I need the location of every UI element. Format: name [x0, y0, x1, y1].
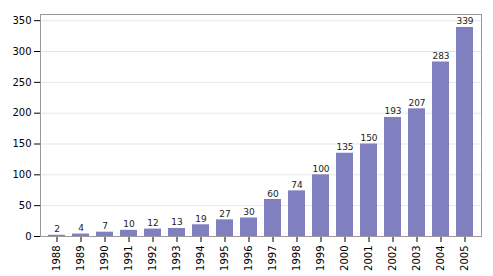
svg-text:1990: 1990 — [99, 246, 110, 271]
svg-text:2001: 2001 — [363, 246, 374, 271]
svg-text:1994: 1994 — [195, 246, 206, 271]
svg-text:193: 193 — [384, 106, 401, 116]
svg-text:4: 4 — [78, 223, 84, 233]
svg-text:100: 100 — [12, 169, 31, 180]
svg-text:200: 200 — [12, 107, 31, 118]
svg-text:1998: 1998 — [291, 246, 302, 271]
svg-text:13: 13 — [171, 217, 182, 227]
svg-text:135: 135 — [336, 142, 353, 152]
svg-text:2005: 2005 — [459, 246, 470, 271]
svg-text:60: 60 — [267, 189, 279, 199]
svg-text:12: 12 — [147, 218, 158, 228]
svg-text:283: 283 — [432, 51, 449, 61]
svg-text:10: 10 — [123, 219, 135, 229]
svg-text:2002: 2002 — [387, 246, 398, 271]
svg-text:1996: 1996 — [243, 246, 254, 271]
svg-text:1993: 1993 — [171, 246, 182, 271]
svg-text:0: 0 — [25, 231, 31, 242]
svg-text:1999: 1999 — [315, 246, 326, 271]
svg-text:27: 27 — [219, 209, 230, 219]
svg-text:1991: 1991 — [123, 246, 134, 271]
svg-text:2003: 2003 — [411, 246, 422, 271]
svg-text:150: 150 — [12, 138, 31, 149]
svg-text:250: 250 — [12, 77, 31, 88]
svg-text:150: 150 — [360, 133, 377, 143]
svg-text:2: 2 — [54, 224, 60, 234]
svg-text:50: 50 — [19, 200, 32, 211]
svg-text:1995: 1995 — [219, 246, 230, 271]
svg-text:1992: 1992 — [147, 246, 158, 271]
svg-text:7: 7 — [102, 221, 108, 231]
svg-text:100: 100 — [312, 164, 329, 174]
svg-text:207: 207 — [408, 98, 425, 108]
svg-text:300: 300 — [12, 46, 31, 57]
svg-text:2004: 2004 — [435, 246, 446, 271]
svg-text:2000: 2000 — [339, 246, 350, 271]
svg-text:30: 30 — [243, 207, 255, 217]
svg-text:339: 339 — [456, 16, 473, 26]
svg-text:1989: 1989 — [75, 246, 86, 271]
svg-text:74: 74 — [291, 180, 303, 190]
svg-text:350: 350 — [12, 15, 31, 26]
svg-text:1988: 1988 — [51, 246, 62, 271]
svg-text:19: 19 — [195, 214, 207, 224]
svg-text:1997: 1997 — [267, 246, 278, 271]
